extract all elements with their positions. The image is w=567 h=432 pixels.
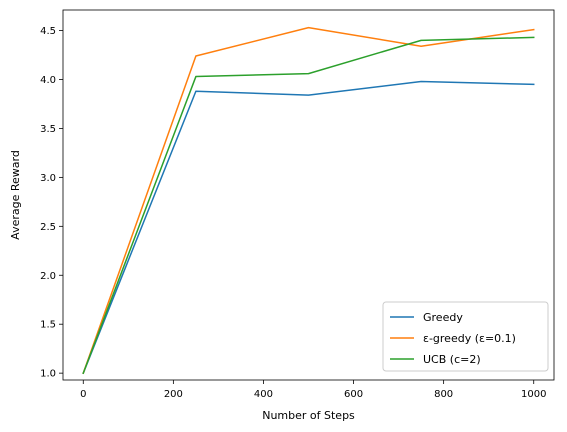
legend-label: ε-greedy (ε=0.1) xyxy=(423,332,516,345)
x-tick-label: 1000 xyxy=(521,389,546,400)
series-line xyxy=(82,26,535,375)
y-tick-label: 4.5 xyxy=(40,26,56,37)
y-axis-ticks: 1.0 1.5 2.0 2.5 3.0 3.5 4.0 4.5 xyxy=(40,26,63,380)
y-tick-label: 3.0 xyxy=(40,173,56,184)
x-tick-label: 600 xyxy=(344,389,363,400)
legend-label: Greedy xyxy=(423,311,463,324)
y-tick-label: 3.5 xyxy=(40,124,56,135)
x-tick-label: 800 xyxy=(434,389,453,400)
y-axis-label: Average Reward xyxy=(9,150,22,240)
y-tick-label: 4.0 xyxy=(40,75,56,86)
y-tick-label: 1.5 xyxy=(40,320,56,331)
legend-label: UCB (c=2) xyxy=(423,353,481,366)
series-line xyxy=(82,80,535,375)
series-line xyxy=(82,36,535,375)
x-axis-ticks: 0 200 400 600 800 1000 xyxy=(80,380,546,400)
legend: Greedy ε-greedy (ε=0.1) UCB (c=2) xyxy=(382,301,549,372)
x-tick-label: 400 xyxy=(254,389,273,400)
x-tick-label: 200 xyxy=(164,389,183,400)
y-tick-label: 2.0 xyxy=(40,271,56,282)
y-tick-label: 1.0 xyxy=(40,369,56,380)
legend-box xyxy=(382,301,549,372)
y-tick-label: 2.5 xyxy=(40,222,56,233)
x-tick-label: 0 xyxy=(80,389,86,400)
x-axis-label: Number of Steps xyxy=(262,409,355,422)
series-lines xyxy=(82,26,535,375)
